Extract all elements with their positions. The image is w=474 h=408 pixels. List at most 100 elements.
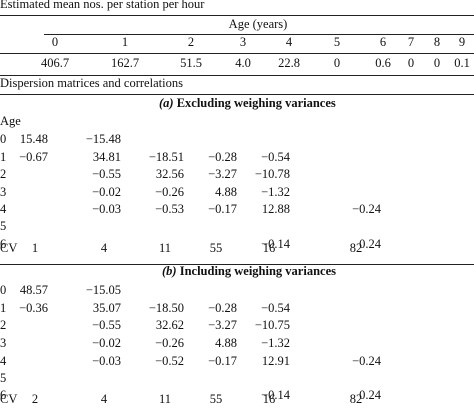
matrix-cell: −0.17 [208, 202, 237, 216]
matrix-cell: −0.55 [92, 318, 121, 332]
matrix-cell: −0.03 [92, 202, 121, 216]
matrix-cell: −1.32 [261, 336, 290, 350]
matrix-cell: −0.03 [92, 354, 121, 368]
panel-a-rule [0, 264, 474, 265]
cv-cell: 16 [262, 392, 276, 406]
matrix-cell: −0.02 [92, 336, 121, 350]
matrix-cell: 35.07 [92, 301, 121, 315]
matrix-cell: 0.24 [359, 237, 381, 251]
age-header-cell: 4 [285, 35, 293, 49]
cv-row-label: CV [0, 241, 18, 255]
panel-b-heading: (b) Including weighing variances [162, 264, 336, 278]
age-header-cell: 8 [433, 35, 441, 49]
matrix-cell: −1.32 [261, 185, 290, 199]
cv-cell: 11 [158, 241, 172, 255]
matrix-row-label: 3 [0, 185, 7, 199]
matrix-cell: 4.88 [215, 336, 237, 350]
matrix-row-label: 6 [0, 237, 7, 251]
top-rule [0, 15, 474, 16]
cv-cell: 11 [158, 392, 172, 406]
dispersion-rule [0, 94, 474, 95]
cv-cell: 82 [349, 392, 363, 406]
mean-value-cell: 4.0 [235, 56, 251, 70]
panel-a-heading: (a) Excluding weighing variances [159, 96, 336, 110]
cv-cell: 4 [100, 392, 108, 406]
matrix-cell: −18.50 [148, 301, 184, 315]
matrix-row-label: 4 [0, 202, 7, 216]
mean-value-cell: 0 [333, 56, 341, 70]
matrix-cell: −0.02 [92, 185, 121, 199]
matrix-cell: −0.28 [208, 301, 237, 315]
matrix-cell: −18.51 [148, 150, 184, 164]
mean-value-cell: 162.7 [110, 56, 140, 70]
matrix-cell: 12.88 [261, 202, 290, 216]
matrix-cell: −0.55 [92, 167, 121, 181]
mean-value-cell: 51.5 [180, 56, 202, 70]
age-header-cell: 9 [458, 35, 466, 49]
matrix-cell: 32.62 [155, 318, 184, 332]
matrix-cell: 34.81 [92, 150, 121, 164]
age-header-cell: 0 [51, 35, 59, 49]
cv-cell: 55 [209, 392, 223, 406]
matrix-row-label: 0 [0, 283, 7, 297]
age-label: Age [0, 114, 21, 128]
matrix-cell: 48.57 [19, 283, 48, 297]
mean-value-cell: 0 [433, 56, 441, 70]
cv-cell: 82 [349, 241, 363, 255]
age-header-cell: 3 [239, 35, 247, 49]
matrix-cell: −0.26 [155, 336, 184, 350]
age-row-rule [0, 53, 474, 54]
matrix-cell: −0.53 [155, 202, 184, 216]
matrix-row-label: 3 [0, 336, 7, 350]
matrix-cell: −0.54 [261, 301, 290, 315]
matrix-row-label: 5 [0, 219, 7, 233]
matrix-cell: −0.36 [19, 301, 48, 315]
matrix-row-label: 4 [0, 354, 7, 368]
matrix-cell: 15.48 [19, 132, 48, 146]
matrix-cell: −10.78 [254, 167, 290, 181]
mean-value-cell: 406.7 [40, 56, 70, 70]
mean-section-title: Estimated mean nos. per station per hour [0, 0, 205, 11]
matrix-cell: −0.67 [19, 150, 48, 164]
cv-cell: 55 [209, 241, 223, 255]
matrix-row-label: 6 [0, 388, 7, 402]
matrix-row-label: 1 [0, 301, 7, 315]
cv-cell: 4 [100, 241, 108, 255]
age-header-cell: 6 [379, 35, 387, 49]
cv-cell: 2 [31, 392, 39, 406]
matrix-cell: −0.24 [352, 354, 381, 368]
matrix-cell: −0.17 [208, 354, 237, 368]
matrix-cell: −15.05 [85, 283, 121, 297]
matrix-cell: −10.75 [254, 318, 290, 332]
matrix-cell: −0.26 [155, 185, 184, 199]
matrix-cell: −3.27 [208, 318, 237, 332]
matrix-cell: 12.91 [261, 354, 290, 368]
matrix-cell: −15.48 [85, 132, 121, 146]
matrix-cell: −0.52 [155, 354, 184, 368]
matrix-cell: 4.88 [215, 185, 237, 199]
matrix-cell: −3.27 [208, 167, 237, 181]
mean-value-cell: 0 [407, 56, 415, 70]
age-header-cell: 7 [407, 35, 415, 49]
matrix-row-label: 5 [0, 371, 7, 385]
age-header-cell: 5 [333, 35, 341, 49]
age-header-cell: 2 [187, 35, 195, 49]
matrix-cell: −0.14 [261, 388, 290, 402]
matrix-row-label: 2 [0, 318, 7, 332]
matrix-cell: 32.56 [155, 167, 184, 181]
mean-value-cell: 0.6 [375, 56, 391, 70]
age-header-cell: 1 [121, 35, 129, 49]
dispersion-section-title: Dispersion matrices and correlations [0, 76, 183, 90]
mean-bottom-rule [0, 75, 474, 76]
mean-value-cell: 0.1 [454, 56, 470, 70]
matrix-cell: 0.24 [359, 388, 381, 402]
cv-cell: 16 [262, 241, 276, 255]
cv-row-label: CV [0, 392, 18, 406]
matrix-cell: −0.54 [261, 150, 290, 164]
age-header-rule [44, 34, 474, 35]
cv-cell: 1 [31, 241, 39, 255]
matrix-cell: −0.14 [261, 237, 290, 251]
matrix-row-label: 1 [0, 150, 7, 164]
matrix-row-label: 0 [0, 132, 7, 146]
matrix-cell: −0.24 [352, 202, 381, 216]
